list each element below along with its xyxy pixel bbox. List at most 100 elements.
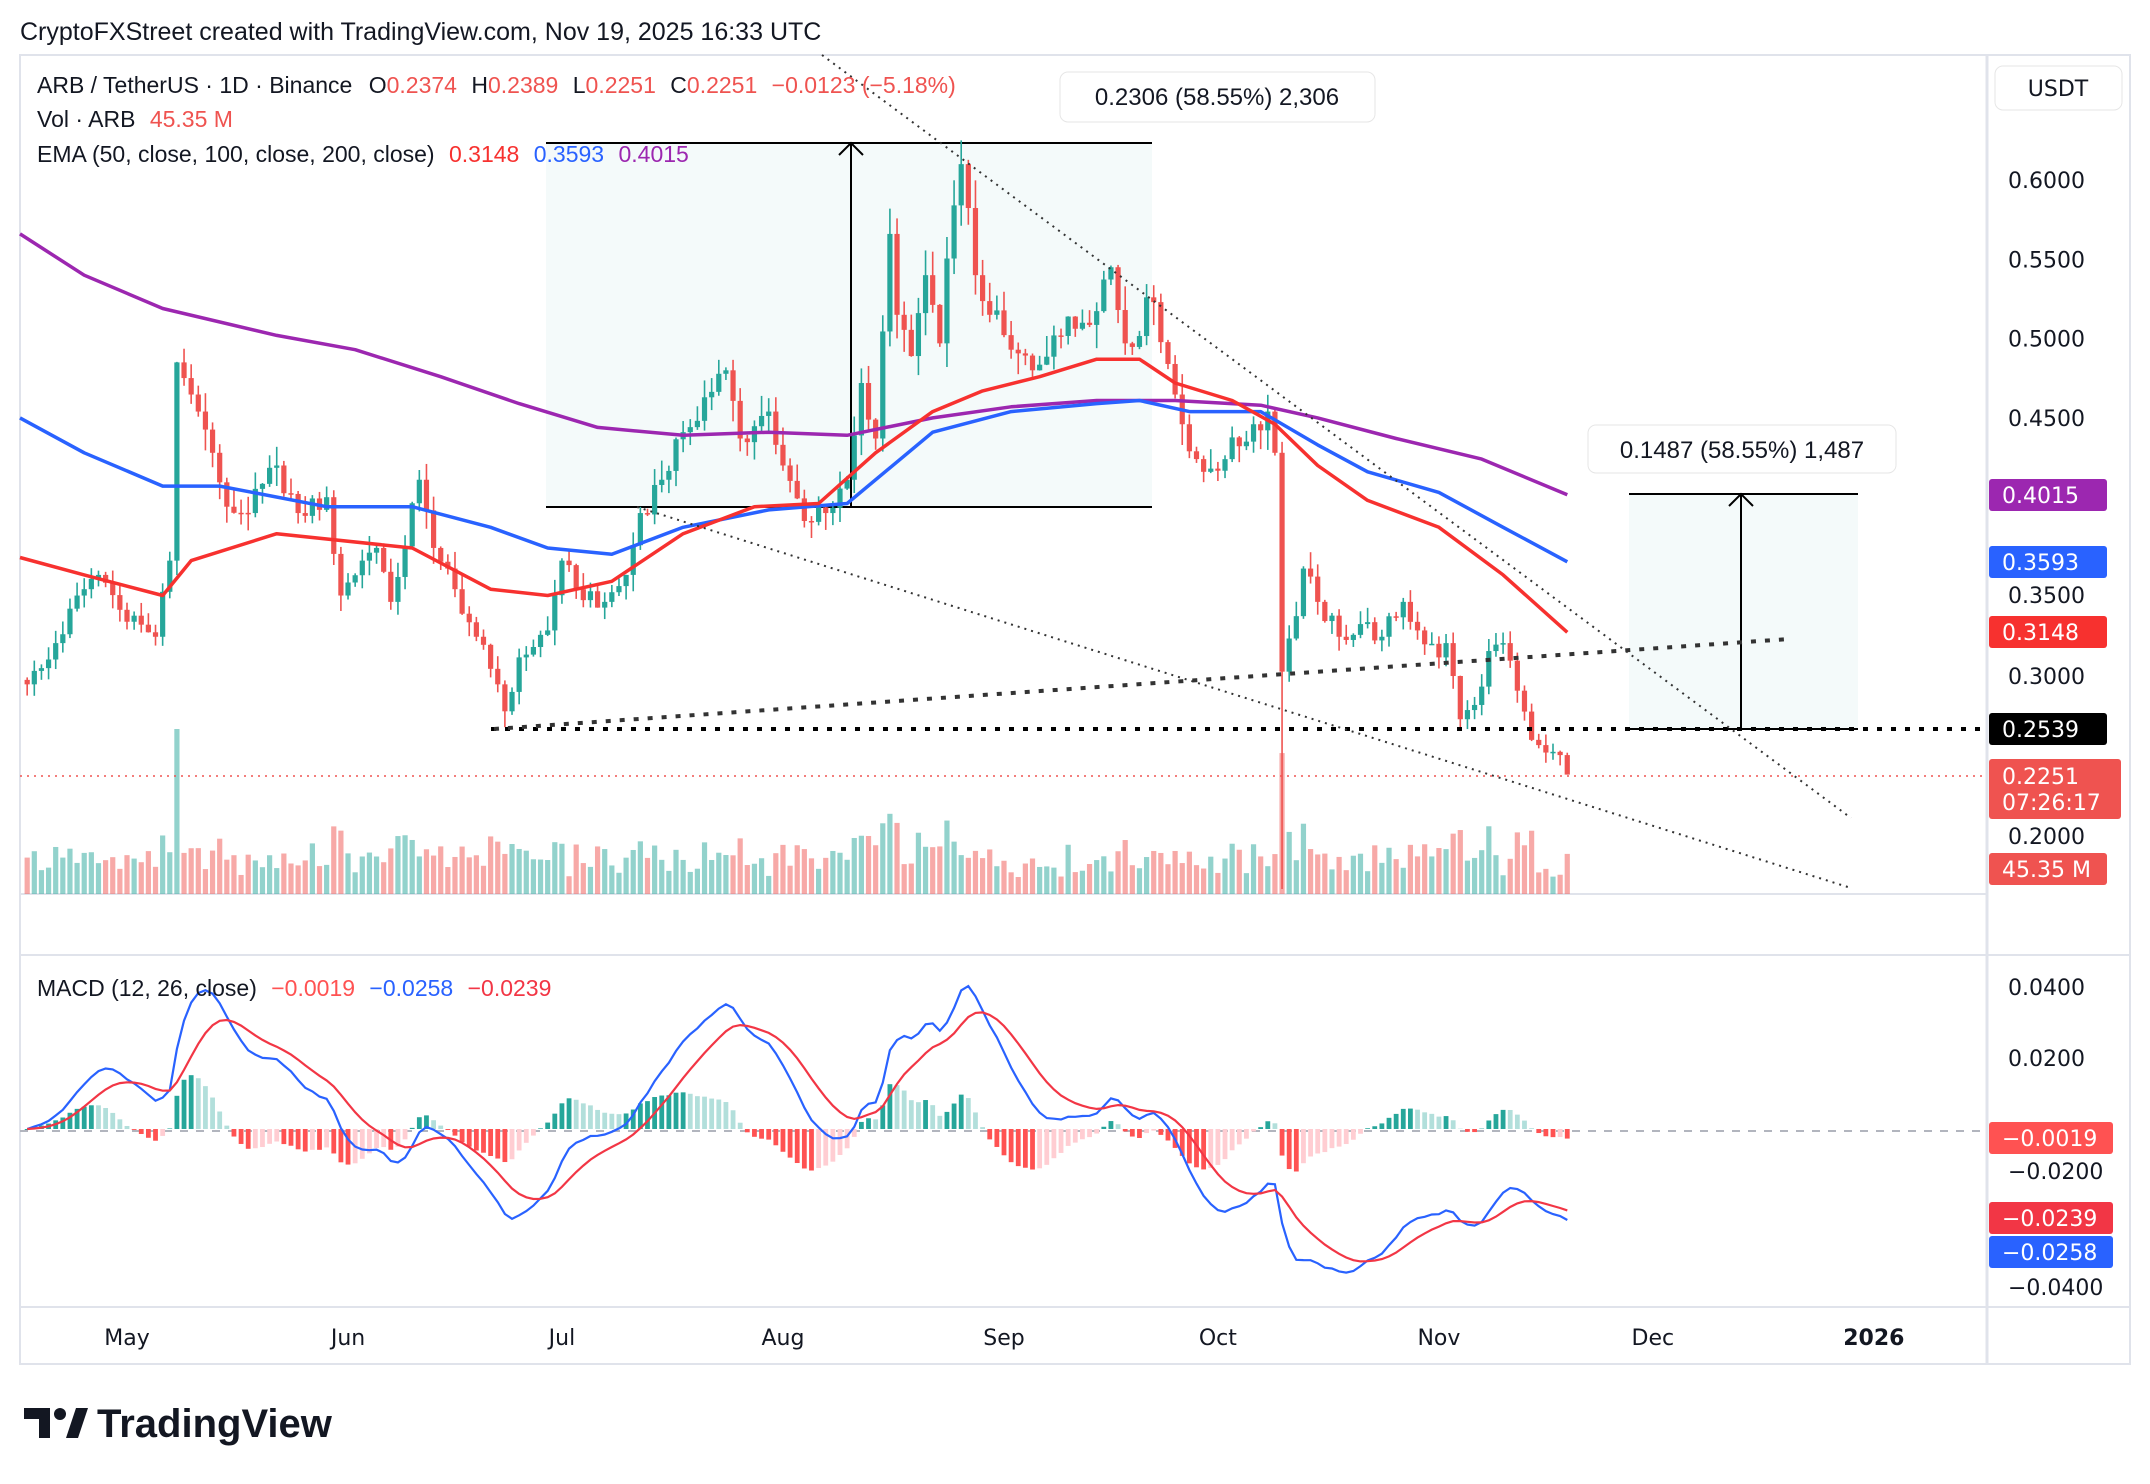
volume-bar	[1450, 833, 1456, 894]
macd-histogram-bar	[773, 1129, 779, 1146]
ema50-line	[19, 357, 1569, 634]
macd-histogram-bar	[552, 1113, 558, 1129]
candle-body	[238, 512, 244, 515]
candle-body	[930, 275, 936, 305]
volume-bar	[1536, 872, 1542, 894]
volume-bar	[124, 855, 130, 894]
ema50-value: 0.3148	[449, 141, 519, 167]
macd-histogram-bar	[531, 1129, 536, 1136]
candle-body	[694, 420, 700, 428]
volume-bar	[274, 868, 280, 894]
volume-bar	[808, 858, 815, 894]
macd-histogram-bar	[1215, 1129, 1221, 1165]
volume-bar	[224, 859, 230, 894]
candle-body	[1094, 311, 1100, 325]
macd-histogram-bar	[1158, 1129, 1164, 1135]
candle-body	[138, 615, 144, 625]
currency-button[interactable]	[1994, 65, 2123, 111]
candle-body	[117, 595, 123, 610]
volume-bar	[1514, 832, 1520, 894]
macd-histogram-bar	[1115, 1124, 1121, 1129]
candle-body	[1158, 302, 1164, 343]
volume-bar	[1165, 864, 1171, 894]
price-tick-label: 0.2000	[2008, 825, 2085, 850]
volume-label: Vol · ARB	[37, 106, 135, 132]
volume-bar	[423, 849, 430, 894]
candle-body	[1115, 267, 1121, 311]
volume-bar	[659, 859, 665, 894]
tradingview-logo: TradingView	[24, 1402, 333, 1446]
price-range-measure-1[interactable]	[546, 141, 1152, 508]
time-axis[interactable]: May Jun Jul Aug Sep Oct Nov Dec 2026	[104, 1326, 1904, 1351]
volume-bar	[908, 863, 914, 894]
volume-bar	[1058, 876, 1064, 894]
candle-body	[816, 507, 822, 522]
volume-bar	[637, 841, 643, 894]
volume-bar	[1564, 853, 1570, 894]
macd-histogram-bar	[951, 1103, 957, 1129]
macd-histogram-bar	[759, 1129, 764, 1139]
macd-line-value: −0.0258	[369, 975, 453, 1001]
high-label: H	[471, 72, 488, 98]
price-range-measure-2[interactable]	[1629, 492, 1858, 730]
candle-body	[673, 439, 679, 471]
candle-body	[516, 657, 522, 692]
macd-histogram-bar	[566, 1098, 572, 1129]
volume-bar	[937, 846, 943, 894]
candle-body	[110, 582, 116, 596]
candle-body	[944, 258, 950, 344]
volume-bar	[245, 854, 251, 894]
candle-body	[1015, 349, 1021, 354]
candle-body	[1243, 441, 1250, 447]
candle-body	[423, 479, 430, 511]
volume-bar	[160, 835, 166, 894]
candle-body	[1065, 316, 1071, 336]
candle-body	[395, 576, 401, 602]
price-axis[interactable]: USDT 0.6000 0.5500 0.5000 0.4500 0.3500 0.300…	[1994, 65, 2123, 1301]
macd-histogram-bar	[81, 1106, 87, 1129]
volume-bar	[1243, 873, 1250, 894]
volume-bar	[1029, 858, 1036, 894]
macd-histogram-bar	[317, 1129, 322, 1150]
candle-body	[88, 578, 94, 590]
candle-body	[837, 488, 843, 508]
volume-bar	[1179, 863, 1185, 894]
volume-bar	[1315, 854, 1321, 894]
macd-histogram-bar	[1415, 1109, 1420, 1129]
macd-histogram-bar	[367, 1129, 372, 1154]
macd-histogram-bar	[980, 1127, 985, 1129]
volume-bar	[980, 858, 986, 894]
candle-body	[994, 310, 1000, 315]
macd-histogram-bar	[787, 1129, 793, 1158]
volume-bar	[167, 852, 173, 894]
macd-histogram-bar	[873, 1119, 879, 1129]
candle-body	[887, 233, 893, 332]
candle-body	[1414, 621, 1421, 631]
candle-body	[302, 513, 308, 516]
currency-label: USDT	[2028, 77, 2089, 102]
volume-bar	[231, 855, 237, 894]
macd-tick-label: −0.0400	[2008, 1276, 2103, 1301]
macd-histogram-bar	[1529, 1128, 1535, 1129]
candle-body	[1293, 616, 1299, 639]
macd-pane	[24, 984, 1570, 1274]
volume-bar	[545, 859, 551, 894]
candle-body	[1258, 424, 1264, 431]
candle-body	[545, 630, 551, 635]
macd-histogram-bar	[916, 1102, 921, 1129]
macd-histogram-bar	[217, 1111, 223, 1129]
macd-histogram-bar	[117, 1119, 123, 1129]
ema200-badge-text: 0.4015	[2002, 484, 2079, 509]
volume-bar	[95, 863, 102, 894]
macd-histogram-bar	[1486, 1120, 1492, 1129]
macd-histogram-bar	[723, 1102, 729, 1129]
macd-histogram-bar	[1557, 1129, 1563, 1138]
candle-body	[573, 565, 579, 590]
rising-trendline[interactable]	[493, 637, 1790, 731]
volume-bar	[594, 846, 601, 894]
macd-histogram-bar	[1372, 1126, 1378, 1129]
brand-name: TradingView	[97, 1402, 333, 1446]
macd-histogram-bar	[766, 1129, 772, 1140]
macd-histogram-bar	[238, 1129, 244, 1144]
